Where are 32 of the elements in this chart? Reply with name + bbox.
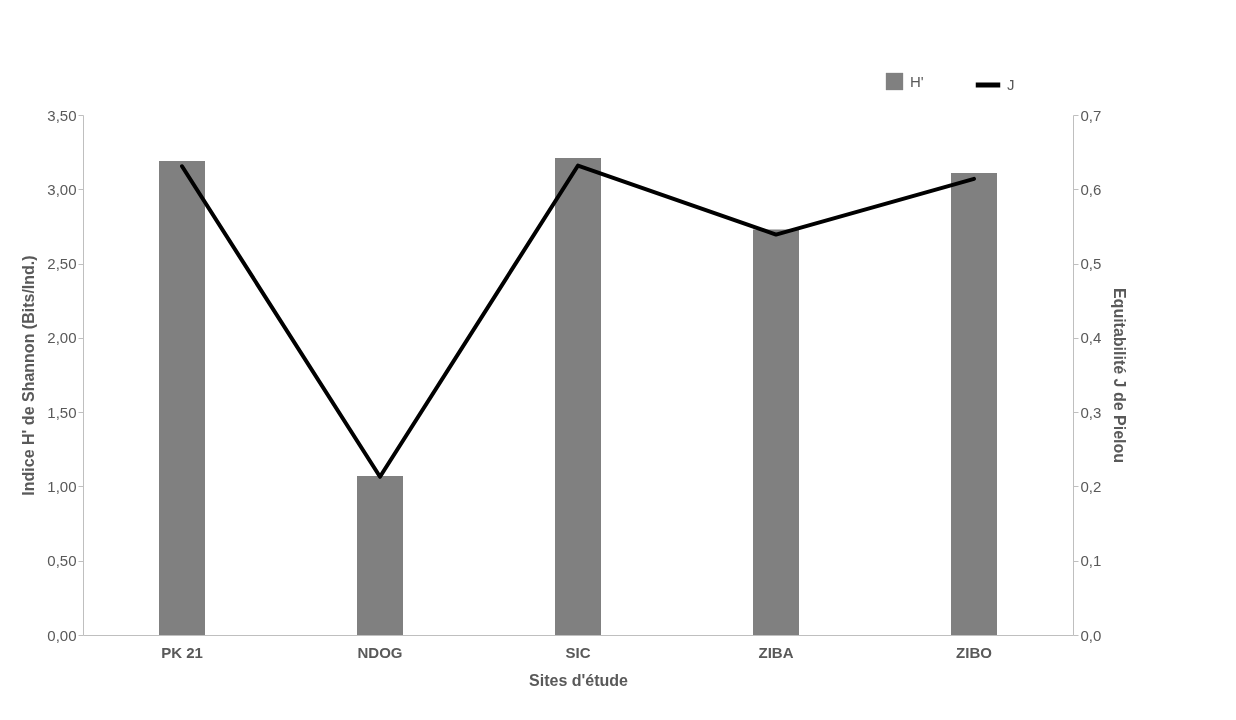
y-tick-label: 3,50 (47, 106, 77, 124)
line-series (180, 163, 976, 479)
y-tick-label: 1,00 (47, 477, 77, 495)
y2-tick-label: 0,6 (1080, 180, 1102, 198)
bar (159, 161, 205, 635)
y-axis-title: Indice H' de Shannon (Bits/Ind.) (20, 255, 38, 496)
y-tick-label: 2,00 (47, 329, 77, 347)
y2-tick-label: 0,3 (1080, 403, 1102, 421)
y2-tick-label: 0,4 (1080, 329, 1102, 347)
y-tick-label: 1,50 (47, 403, 77, 421)
bar (753, 229, 799, 635)
y-tick-label: 0,00 (47, 626, 77, 644)
x-axis-title: Sites d'étude (529, 671, 629, 689)
x-tick-label: SIC (565, 643, 591, 661)
bar (357, 476, 403, 635)
x-tick-label: PK 21 (161, 643, 203, 661)
legend-label: H' (910, 72, 924, 90)
y-tick-label: 0,50 (47, 552, 77, 570)
y-tick-label: 3,00 (47, 180, 77, 198)
y-tick-label: 2,50 (47, 255, 77, 273)
y2-tick-label: 0,2 (1080, 477, 1102, 495)
y2-tick-label: 0,5 (1080, 255, 1102, 273)
y2-tick-label: 0,1 (1080, 552, 1102, 570)
bar (951, 172, 997, 635)
legend-label: J (1007, 76, 1015, 93)
y2-tick-label: 0,0 (1080, 626, 1102, 644)
bar (555, 158, 601, 635)
y2-tick-label: 0,7 (1080, 106, 1102, 124)
y2-axis-title: Equitabilité J de Pielou (1111, 287, 1129, 464)
x-tick-label: ZIBO (956, 643, 993, 661)
x-tick-label: NDOG (357, 643, 403, 661)
x-tick-label: ZIBA (758, 643, 794, 661)
